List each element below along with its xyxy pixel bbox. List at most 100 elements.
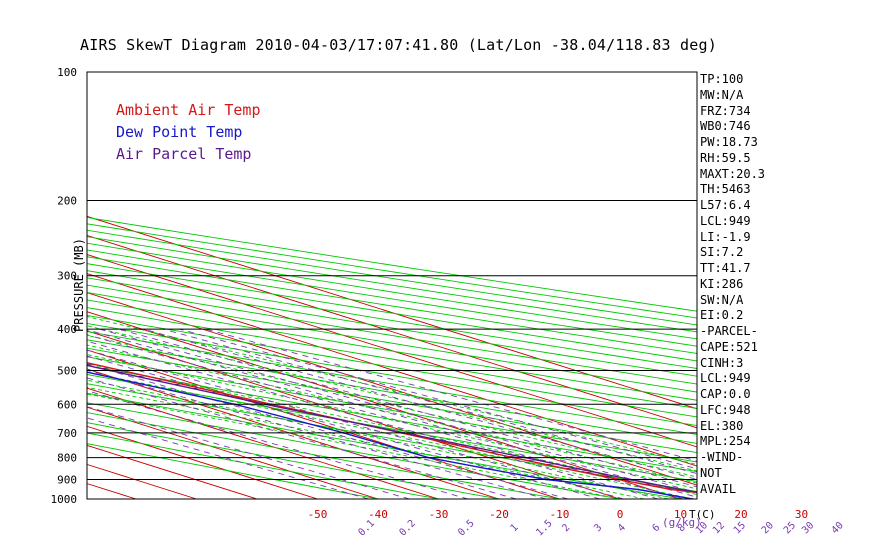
stat-item: PW:18.73 [700, 135, 758, 149]
stat-item: L57:6.4 [700, 198, 751, 212]
dry-adiabat [87, 432, 439, 499]
bottom-temp-tick: 30 [795, 508, 808, 521]
ambient-temp-line [87, 362, 697, 494]
stat-item: NOT [700, 465, 722, 480]
mixing-ratio-label: 3 [592, 522, 604, 534]
dry-adiabat [87, 291, 697, 393]
isotherm-line [87, 406, 379, 499]
stat-item: RH:59.5 [700, 150, 751, 165]
mixing-ratio-label: 25 [782, 520, 798, 536]
data-point [670, 488, 673, 491]
bottom-temp-tick: 20 [734, 508, 747, 521]
mixing-ratio-label: 12 [711, 520, 727, 536]
pressure-tick-label: 300 [57, 270, 77, 283]
stat-item: EI:0.2 [700, 308, 744, 323]
stat-item: MAXT:20.3 [700, 166, 766, 181]
stat-item: TH:5463 [700, 182, 751, 197]
mixing-ratio-label: 30 [800, 520, 816, 536]
isotherm-line [87, 349, 560, 499]
pressure-tick-label: 500 [57, 364, 77, 377]
isotherm-line [0, 72, 15, 499]
dry-adiabat [87, 307, 697, 409]
mixing-ratio-label: 4 [616, 522, 628, 534]
isotherm-line [87, 254, 697, 448]
dry-adiabat [87, 402, 621, 499]
bottom-temp-tick: 10 [674, 508, 687, 521]
mixing-ratio-label: 40 [830, 520, 846, 536]
data-point [578, 467, 580, 470]
bottom-temp-tick: 0 [617, 508, 624, 521]
data-point [749, 498, 751, 500]
data-point [79, 370, 81, 372]
mixing-ratio-label: 15 [732, 520, 748, 536]
bottom-temp-tick: -40 [368, 508, 388, 521]
pressure-tick-label: 800 [57, 452, 77, 465]
pressure-tick-label: 1000 [51, 493, 78, 506]
bottom-temp-tick: -10 [550, 508, 570, 521]
stat-item: FRZ:734 [700, 103, 751, 118]
mixing-ratio-label: 1 [509, 522, 521, 534]
pressure-tick-label: 600 [57, 398, 77, 411]
mixing-ratio-label: 6 [650, 522, 662, 534]
mixing-ratio-line [87, 340, 659, 499]
dry-adiabat [87, 314, 697, 418]
isotherm-line [87, 311, 681, 499]
bottom-temp-tick: -20 [489, 508, 509, 521]
dry-adiabat [87, 339, 697, 444]
stat-item: CAPE:521 [700, 339, 758, 354]
dry-adiabat [87, 299, 697, 401]
legend-parcel: Air Parcel Temp [116, 145, 252, 163]
isotherm-line [87, 292, 697, 486]
dry-adiabat [87, 223, 697, 319]
dry-adiabat [87, 322, 697, 427]
dry-adiabat [87, 331, 697, 435]
mixing-ratio-unit: (g/kg) [662, 516, 702, 529]
stat-item: LI:-1.9 [700, 229, 751, 244]
dry-adiabat [87, 356, 697, 463]
stat-item: AVAIL [700, 481, 737, 496]
data-point [740, 498, 742, 500]
mixing-ratio-label: 0.1 [356, 518, 377, 539]
legend-ambient: Ambient Air Temp [116, 101, 261, 119]
stat-item: MW:N/A [700, 87, 744, 102]
temp-unit-label: T(C) [689, 508, 716, 521]
chart-title: AIRS SkewT Diagram 2010-04-03/17:07:41.8… [80, 36, 717, 54]
plot-frame [86, 71, 698, 500]
isotherm-line [87, 425, 318, 499]
dry-adiabat [87, 443, 379, 499]
pressure-tick-label: 100 [57, 66, 77, 79]
mixing-ratio-label: 0.2 [397, 518, 418, 539]
mixing-ratio-label: 0.5 [456, 518, 477, 539]
dry-adiabat [87, 383, 697, 492]
dry-adiabat [87, 412, 560, 499]
data-point [565, 467, 568, 470]
moist-adiabat [87, 334, 697, 478]
pressure-tick-label: 700 [57, 427, 77, 440]
stat-item: CAP:0.0 [700, 387, 751, 401]
moist-adiabat [87, 379, 669, 499]
isotherm-line [87, 273, 697, 467]
data-point [679, 488, 682, 491]
dry-adiabat [87, 229, 697, 326]
dry-adiabat [87, 236, 697, 333]
data-point [487, 467, 490, 470]
stats-panel: TP:100 MW:N/A FRZ:734 WB0:746 PW:18.73 RH:59.… [700, 72, 765, 497]
stat-item: CINH:3 [700, 355, 744, 370]
pressure-tick-label: 400 [57, 323, 77, 336]
dry-adiabat [87, 216, 697, 312]
moist-adiabat [87, 386, 645, 499]
stat-item: LCL:949 [700, 371, 751, 386]
stat-item: WB0:746 [700, 119, 751, 134]
pressure-tick-label: 900 [57, 473, 77, 486]
pressure-tick-label: 200 [57, 195, 77, 208]
mixing-ratio-label: 1.5 [534, 518, 555, 539]
dewpoint-line [87, 371, 693, 499]
data-point [637, 488, 640, 491]
stat-item: -WIND- [700, 450, 744, 464]
dry-adiabat [87, 422, 500, 499]
stat-item: TP:100 [700, 72, 744, 86]
moist-adiabat [87, 371, 693, 499]
mixing-ratio-label: 2 [560, 522, 572, 534]
stat-item: MPL:254 [700, 434, 751, 449]
